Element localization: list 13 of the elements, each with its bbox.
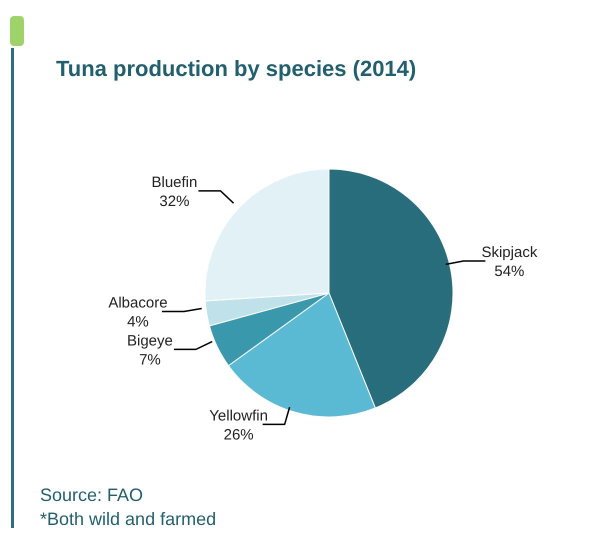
data-label: 4% — [127, 313, 149, 330]
chart-title: Tuna production by species (2014) — [56, 56, 416, 82]
data-label: 32% — [159, 192, 190, 210]
slice-label: Skipjack — [481, 244, 538, 261]
slice-label: Bluefin — [152, 174, 198, 191]
slice-label: Bigeye — [127, 332, 173, 350]
slice-label: Yellowfin — [209, 407, 268, 424]
source-note: Source: FAO — [40, 485, 144, 506]
data-label: 7% — [139, 351, 161, 368]
slice-label: Albacore — [108, 294, 168, 312]
data-label: 54% — [494, 262, 524, 280]
data-label: 26% — [224, 426, 254, 444]
text: *Both wild and farmed — [40, 509, 216, 530]
